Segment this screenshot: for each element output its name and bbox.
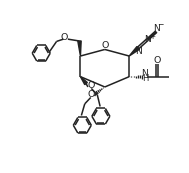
Text: N: N xyxy=(135,47,142,56)
Text: H: H xyxy=(142,74,148,83)
Polygon shape xyxy=(81,77,87,85)
Text: O: O xyxy=(88,81,95,90)
Text: N: N xyxy=(144,35,151,44)
Text: −: − xyxy=(157,20,163,29)
Text: N: N xyxy=(153,24,160,33)
Text: O: O xyxy=(87,90,94,99)
Text: O: O xyxy=(101,41,109,50)
Text: N: N xyxy=(142,69,148,78)
Polygon shape xyxy=(78,41,81,56)
Text: +: + xyxy=(149,34,155,40)
Text: O: O xyxy=(154,56,161,65)
Text: O: O xyxy=(60,33,68,42)
Polygon shape xyxy=(129,47,139,56)
